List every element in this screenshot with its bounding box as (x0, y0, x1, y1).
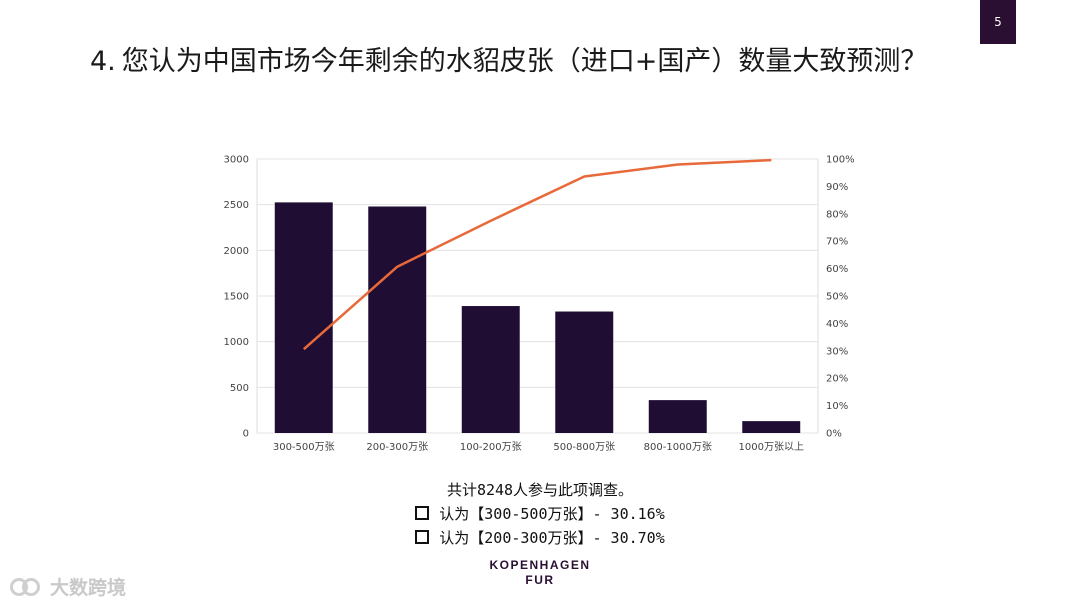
x-tick-label: 200-300万张 (366, 441, 428, 453)
watermark-logo-icon (10, 576, 42, 598)
y-right-tick-label: 50% (826, 292, 848, 303)
y-right-tick-label: 60% (826, 264, 848, 275)
y-left-tick-label: 0 (243, 429, 249, 440)
y-right-tick-label: 40% (826, 319, 848, 330)
brand-logo: KOPENHAGEN FUR (470, 558, 610, 588)
survey-summary: 共计8248人参与此项调查。 认为【300-500万张】- 30.16% 认为【… (0, 478, 1080, 550)
pareto-chart: 0 500 1000 1500 2000 2500 3000 0% 10% 20% 30% 40% 5… (224, 155, 855, 454)
summary-item: 认为【200-300万张】- 30.70% (0, 526, 1080, 550)
x-tick-label: 800-1000万张 (644, 441, 712, 453)
cumulative-percent-line (302, 158, 772, 351)
bars (274, 202, 801, 433)
y-right-tick-label: 80% (826, 209, 848, 220)
y-right-tick-label: 10% (826, 401, 848, 412)
y-left-tick-label: 3000 (224, 155, 249, 166)
y-right-tick-label: 20% (826, 374, 848, 385)
summary-item: 认为【300-500万张】- 30.16% (0, 502, 1080, 526)
x-tick-label: 300-500万张 (273, 441, 335, 453)
x-tick-label: 500-800万张 (553, 441, 615, 453)
y-axis-right: 0% 10% 20% 30% 40% 50% 60% 70% 80% 90% 100% (826, 155, 855, 440)
y-left-tick-label: 1000 (224, 337, 249, 348)
survey-total: 共计8248人参与此项调查。 (446, 481, 634, 499)
y-right-tick-label: 90% (826, 182, 848, 193)
bar (742, 421, 801, 433)
brand-line-1: KOPENHAGEN (489, 558, 591, 572)
x-axis-categories: 300-500万张 200-300万张 100-200万张 500-800万张 800-… (273, 441, 804, 453)
page-title: 4. 您认为中国市场今年剩余的水貂皮张（进口+国产）数量大致预测？ (84, 44, 1014, 80)
y-right-tick-label: 0% (826, 429, 842, 440)
y-right-tick-label: 30% (826, 346, 848, 357)
gridlines (256, 158, 819, 434)
y-left-tick-label: 2500 (224, 200, 249, 211)
watermark: 大数跨境 (10, 573, 126, 600)
question-number: 4. (90, 46, 116, 77)
x-tick-label: 100-200万张 (460, 441, 522, 453)
watermark-text: 大数跨境 (50, 577, 127, 599)
brand-line-2: FUR (525, 573, 555, 587)
checkbox-icon (415, 506, 430, 520)
y-axis-left: 0 500 1000 1500 2000 2500 3000 (224, 155, 249, 440)
y-right-tick-label: 70% (826, 237, 848, 248)
bar (461, 306, 520, 433)
bar (648, 400, 707, 433)
question-text: 您认为中国市场今年剩余的水貂皮张（进口+国产）数量大致预测？ (121, 46, 928, 77)
bar (555, 311, 614, 433)
bar (368, 206, 427, 433)
page-number-badge: 5 (980, 0, 1016, 44)
bar (274, 202, 333, 433)
checkbox-icon (415, 530, 430, 544)
y-left-tick-label: 2000 (224, 246, 249, 257)
y-right-tick-label: 100% (826, 155, 855, 166)
y-left-tick-label: 500 (230, 383, 249, 394)
page-number: 5 (994, 15, 1002, 29)
y-left-tick-label: 1500 (224, 292, 249, 303)
x-tick-label: 1000万张以上 (739, 441, 804, 453)
cumulative-line (302, 158, 772, 351)
